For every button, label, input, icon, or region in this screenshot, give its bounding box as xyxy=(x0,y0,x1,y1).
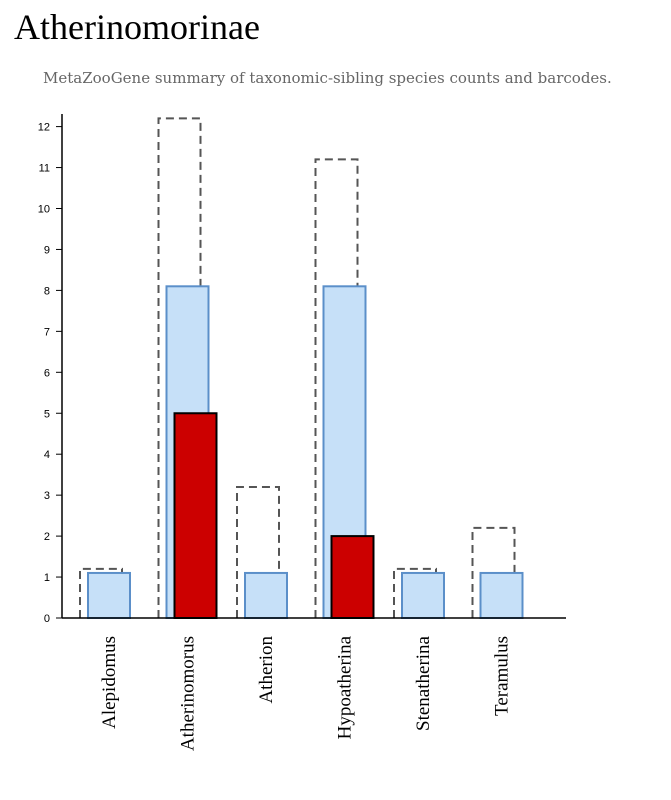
page-title: Atherinomorinae xyxy=(14,7,260,47)
y-tick-label: 2 xyxy=(44,531,50,543)
y-tick-label: 12 xyxy=(38,122,50,134)
x-tick-label: Alepidomus xyxy=(99,636,120,729)
axes xyxy=(61,114,566,619)
light-series xyxy=(87,285,524,620)
y-tick-label: 9 xyxy=(44,244,50,256)
outline-series xyxy=(79,117,516,618)
y-tick-label: 8 xyxy=(44,285,50,297)
bar-red xyxy=(330,535,375,619)
bar-outline xyxy=(393,567,437,618)
y-tick-label: 10 xyxy=(38,204,50,216)
bar-light xyxy=(244,571,288,620)
y-tick-label: 6 xyxy=(44,367,50,379)
y-tick-label: 1 xyxy=(44,572,50,584)
dark-series xyxy=(173,412,375,619)
bar-light xyxy=(479,571,524,620)
bar-outline xyxy=(79,567,123,618)
bar-light xyxy=(87,571,131,620)
bar-outline xyxy=(471,526,516,618)
x-tick-label: Atherion xyxy=(256,636,277,704)
x-tick-label: Atherinomorus xyxy=(178,636,199,751)
y-tick-label: 5 xyxy=(44,408,50,420)
bar-light xyxy=(401,571,445,620)
y-tick-label: 3 xyxy=(44,490,50,502)
x-tick-label: Stenatherina xyxy=(413,635,434,731)
y-tick-label: 0 xyxy=(44,613,50,625)
x-axis-labels: Alepidomus Atherinomorus Atherion Hypoather… xyxy=(99,635,513,751)
page-subtitle: MetaZooGene summary of taxonomic-sibling… xyxy=(43,69,612,87)
bar-red xyxy=(173,412,218,619)
y-tick-label: 4 xyxy=(44,449,50,461)
bar-outline xyxy=(157,117,202,618)
y-tick-label: 11 xyxy=(39,163,50,175)
x-tick-label: Hypoatherina xyxy=(335,635,356,739)
x-tick-label: Teramulus xyxy=(492,636,513,716)
bar-outline xyxy=(236,485,280,618)
y-tick-label: 7 xyxy=(44,326,50,338)
